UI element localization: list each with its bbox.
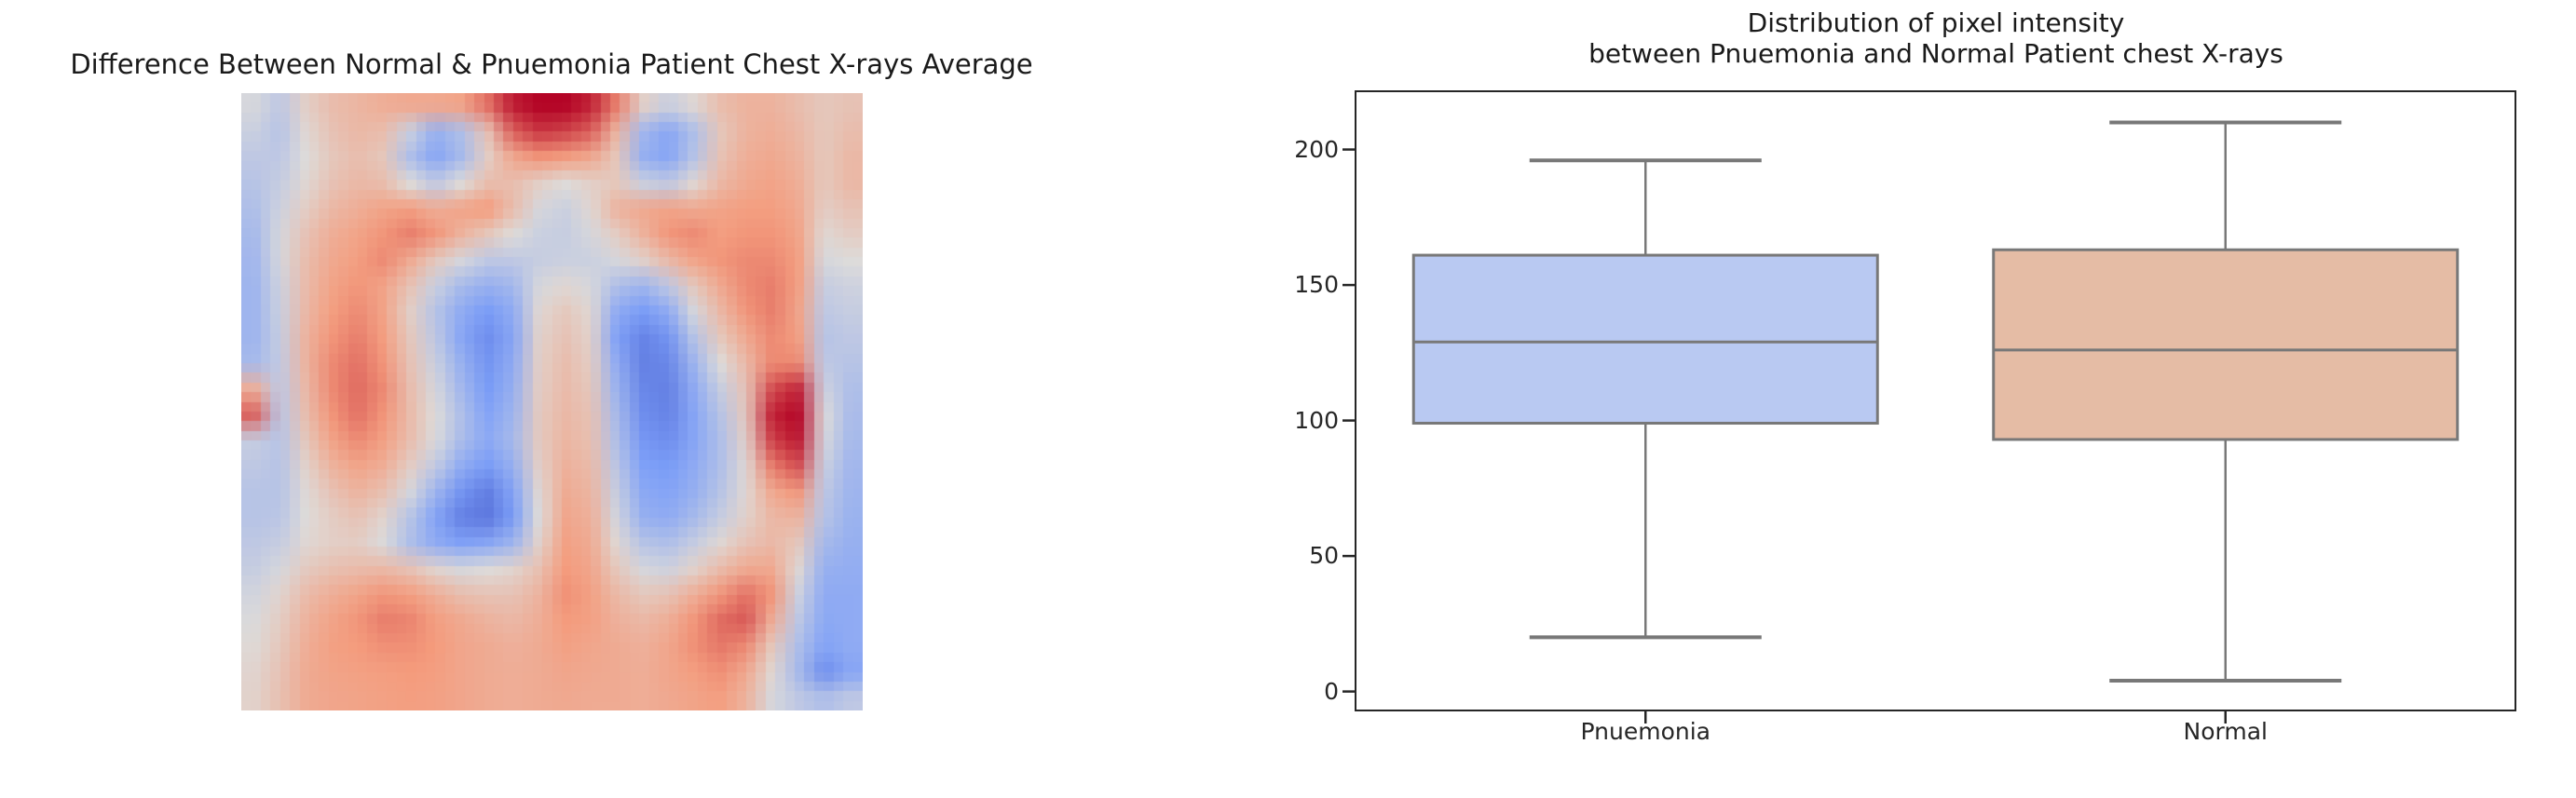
box-normal	[1992, 248, 2460, 441]
x-tick-label-normal: Normal	[2183, 718, 2268, 745]
y-tick-label: 0	[1324, 677, 1339, 705]
right-chart-title-line1: Distribution of pixel intensity	[1747, 7, 2125, 38]
right-chart-title: Distribution of pixel intensity between …	[1356, 7, 2516, 69]
box-pnuemonia	[1411, 253, 1879, 426]
axes-spines	[1355, 90, 2516, 711]
y-tick-label: 150	[1294, 271, 1339, 299]
y-tick-label: 200	[1294, 135, 1339, 163]
left-chart-title: Difference Between Normal & Pnuemonia Pa…	[70, 48, 1033, 80]
y-tick-label: 100	[1294, 406, 1339, 434]
y-tick-label: 50	[1309, 542, 1339, 570]
xray-difference-heatmap	[241, 93, 863, 710]
right-chart-title-line2: between Pnuemonia and Normal Patient che…	[1588, 38, 2283, 69]
x-tick-label-pnuemonia: Pnuemonia	[1580, 718, 1711, 745]
